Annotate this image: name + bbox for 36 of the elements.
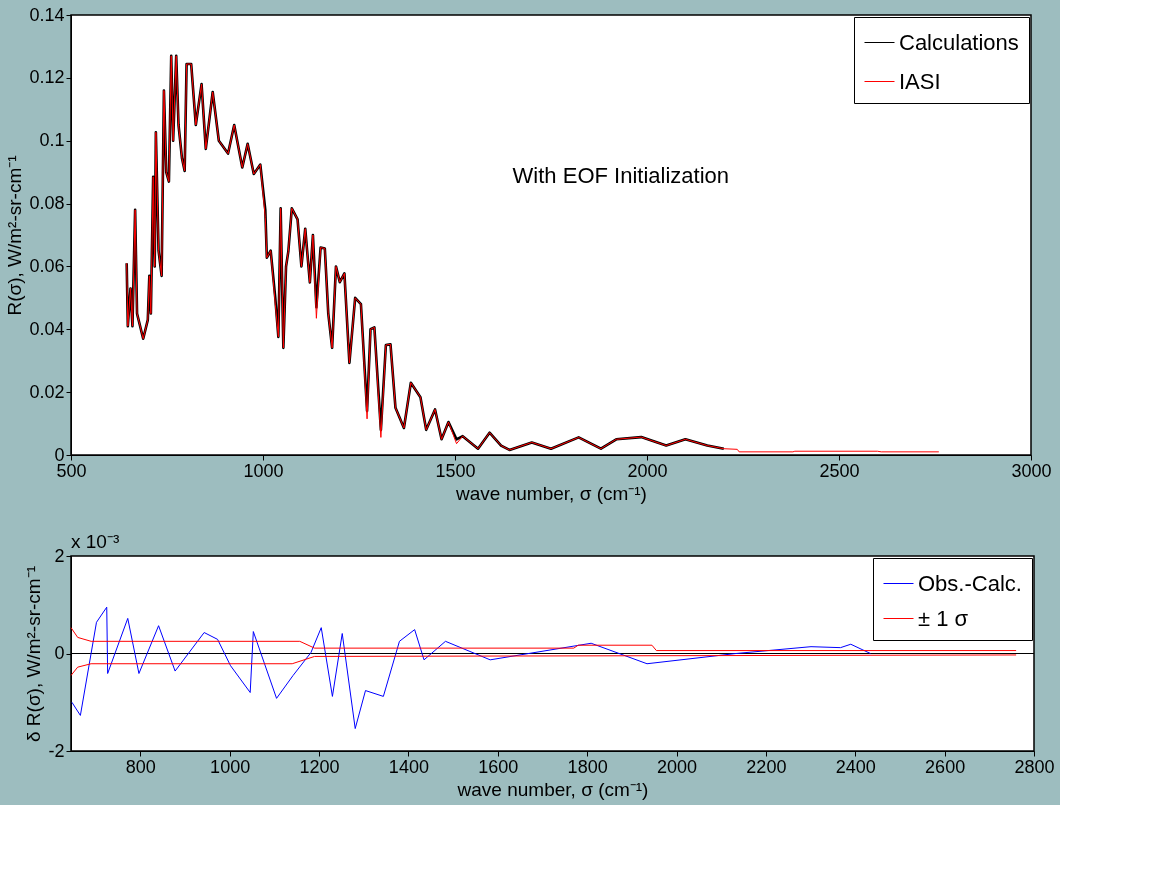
y-tick-label: -2 <box>48 740 65 761</box>
legend-label: Obs.-Calc. <box>918 570 1022 596</box>
x-tick-label: 2200 <box>746 756 787 777</box>
y-tick-label: 0.1 <box>39 130 65 151</box>
x-tick-label: 2000 <box>627 460 668 481</box>
y-tick-label: 2 <box>54 545 65 566</box>
x-tick-label: 2500 <box>819 460 860 481</box>
annotation: With EOF Initialization <box>512 162 730 188</box>
x-tick-label: 1600 <box>478 756 519 777</box>
y-axis-title: R(σ), W/m²-sr-cm⁻¹ <box>4 155 26 316</box>
x-tick-label: 2800 <box>1014 756 1055 777</box>
y-tick-label: 0.12 <box>29 67 65 88</box>
y-tick-label: 0.06 <box>29 255 65 276</box>
x-tick-label: 800 <box>125 756 156 777</box>
y-tick-label: 0 <box>54 643 65 663</box>
y-axis-title: δ R(σ), W/m²-sr-cm⁻¹ <box>23 565 45 743</box>
x-tick-label: 2600 <box>925 756 966 777</box>
y-tick-label: 0.08 <box>29 193 65 214</box>
x-tick-label: 1500 <box>435 460 476 481</box>
text: x 10⁻³ <box>71 531 120 552</box>
y-tick-label: 0.04 <box>29 318 65 339</box>
x-tick-label: 1000 <box>210 756 251 777</box>
x-tick-label: 3000 <box>1011 460 1052 481</box>
legend-label: Calculations <box>899 29 1019 55</box>
x-tick-label: 1200 <box>299 756 340 777</box>
x-tick-label: 2400 <box>835 756 876 777</box>
x-axis-title: wave number, σ (cm⁻¹) <box>455 482 647 504</box>
x-tick-label: 1000 <box>243 460 284 481</box>
y-tick-label: 0.14 <box>29 4 65 25</box>
x-tick-label: 1400 <box>388 756 429 777</box>
x-tick-label: 1800 <box>567 756 608 777</box>
legend-label: ± 1 σ <box>918 605 969 631</box>
x-tick-label: 2000 <box>656 756 698 777</box>
y-tick-label: 0.02 <box>29 381 65 402</box>
x-axis-title: wave number, σ (cm⁻¹) <box>456 778 649 800</box>
legend-label: IASI <box>899 68 941 94</box>
